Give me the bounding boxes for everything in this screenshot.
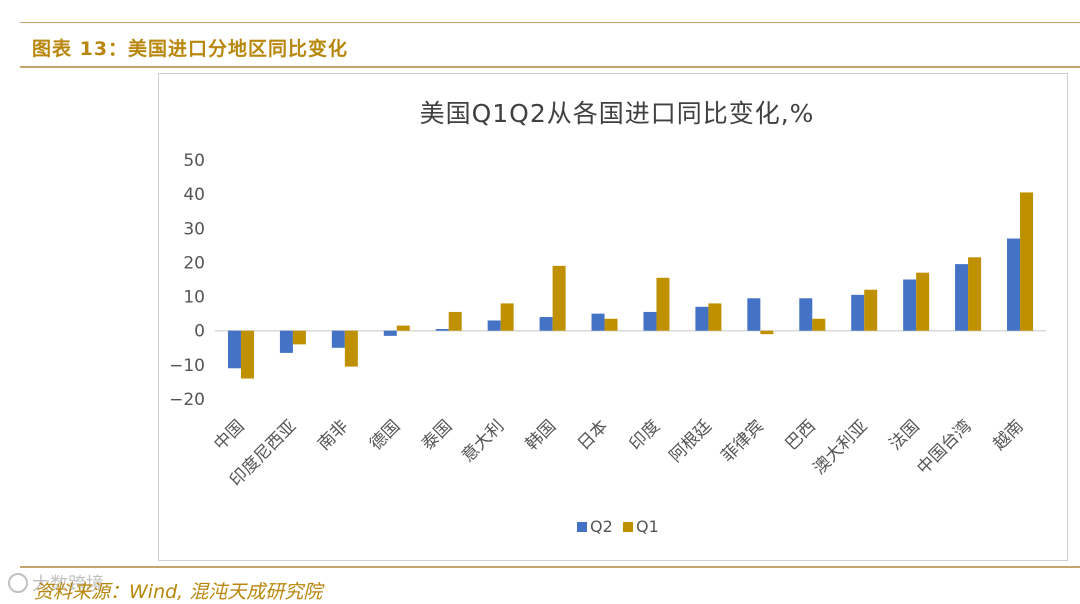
- bar-q2-3: [331, 330, 345, 348]
- bar-q2-16: [1007, 238, 1021, 331]
- bar-q1-13: [864, 289, 878, 331]
- bars-layer: [227, 192, 1034, 379]
- bar-q1-14: [916, 272, 930, 331]
- y-tick-label: −10: [169, 356, 205, 376]
- bar-q2-8: [591, 313, 605, 331]
- watermark-text: 大数跨境: [32, 574, 104, 595]
- bar-q2-12: [799, 298, 813, 331]
- bar-q1-15: [968, 257, 982, 331]
- bar-q1-5: [448, 311, 462, 331]
- y-tick-label: 40: [183, 185, 205, 205]
- bar-q2-1: [227, 330, 241, 369]
- x-category-label: 澳大利亚: [810, 416, 872, 478]
- x-category-label: 南非: [314, 416, 352, 454]
- bar-q1-7: [552, 265, 566, 331]
- x-category-label: 韩国: [522, 416, 560, 454]
- top-rule-thick: [20, 66, 1080, 68]
- bar-q2-6: [487, 320, 501, 331]
- bar-q2-4: [383, 330, 397, 336]
- bar-q1-2: [292, 330, 306, 345]
- bar-q2-14: [903, 279, 917, 331]
- x-category-label: 泰国: [418, 416, 456, 454]
- x-category-label: 德国: [366, 416, 404, 454]
- chart-title: 美国Q1Q2从各国进口同比变化,%: [420, 99, 815, 128]
- bar-q1-11: [760, 330, 774, 335]
- x-category-label: 意大利: [458, 416, 508, 466]
- x-category-label: 巴西: [782, 416, 820, 454]
- watermark: 大数跨境: [8, 570, 104, 596]
- legend-swatch-q1: [623, 522, 633, 532]
- x-category-label: 印度: [626, 416, 664, 454]
- x-category-label: 中国: [210, 416, 248, 454]
- bar-q1-4: [396, 325, 410, 331]
- y-tick-label: 20: [183, 253, 205, 273]
- bar-q2-10: [695, 306, 709, 331]
- legend-swatch-q2: [577, 522, 587, 532]
- y-tick-label: 10: [183, 288, 205, 308]
- bar-q2-5: [435, 329, 449, 331]
- x-category-label: 中国台湾: [913, 416, 975, 478]
- bar-q1-9: [656, 277, 670, 331]
- legend-label-q1: Q1: [636, 517, 659, 536]
- source-note: 资料来源：Wind, 混沌天成研究院: [34, 581, 323, 603]
- top-rule-thin: [20, 22, 1080, 23]
- bar-q2-11: [747, 298, 761, 331]
- chart-svg: 美国Q1Q2从各国进口同比变化,% 50403020100−10−20中国印度尼…: [169, 99, 1046, 536]
- chart-frame: 美国Q1Q2从各国进口同比变化,% 50 40 30 20 10 0 −10 −20 中国 印度尼…: [158, 73, 1068, 561]
- bar-q1-3: [344, 330, 358, 367]
- x-category-label: 菲律宾: [718, 416, 768, 466]
- bar-q1-6: [500, 303, 514, 331]
- bar-q2-13: [851, 294, 865, 331]
- bar-q1-16: [1020, 192, 1034, 331]
- x-category-label: 越南: [989, 416, 1027, 454]
- watermark-icon: [8, 573, 28, 593]
- bar-q2-7: [539, 317, 553, 331]
- bar-q1-8: [604, 318, 618, 331]
- y-tick-label: 30: [183, 219, 205, 239]
- bar-q2-15: [955, 264, 969, 331]
- bar-q1-1: [240, 330, 254, 379]
- bar-q2-9: [643, 311, 657, 331]
- legend: Q2 Q1: [577, 517, 659, 536]
- figure-title: 图表 13：美国进口分地区同比变化: [32, 38, 349, 60]
- bottom-rule: [20, 566, 1080, 568]
- x-category-label: 日本: [574, 416, 612, 454]
- y-tick-label: 50: [183, 151, 205, 171]
- y-tick-label: 0: [194, 322, 205, 342]
- x-category-label: 法国: [886, 416, 924, 454]
- bar-q2-2: [279, 330, 293, 353]
- bar-q1-10: [708, 303, 722, 331]
- x-category-label: 阿根廷: [666, 416, 716, 466]
- bar-q1-12: [812, 318, 826, 331]
- y-tick-label: −20: [169, 390, 205, 410]
- legend-label-q2: Q2: [590, 517, 613, 536]
